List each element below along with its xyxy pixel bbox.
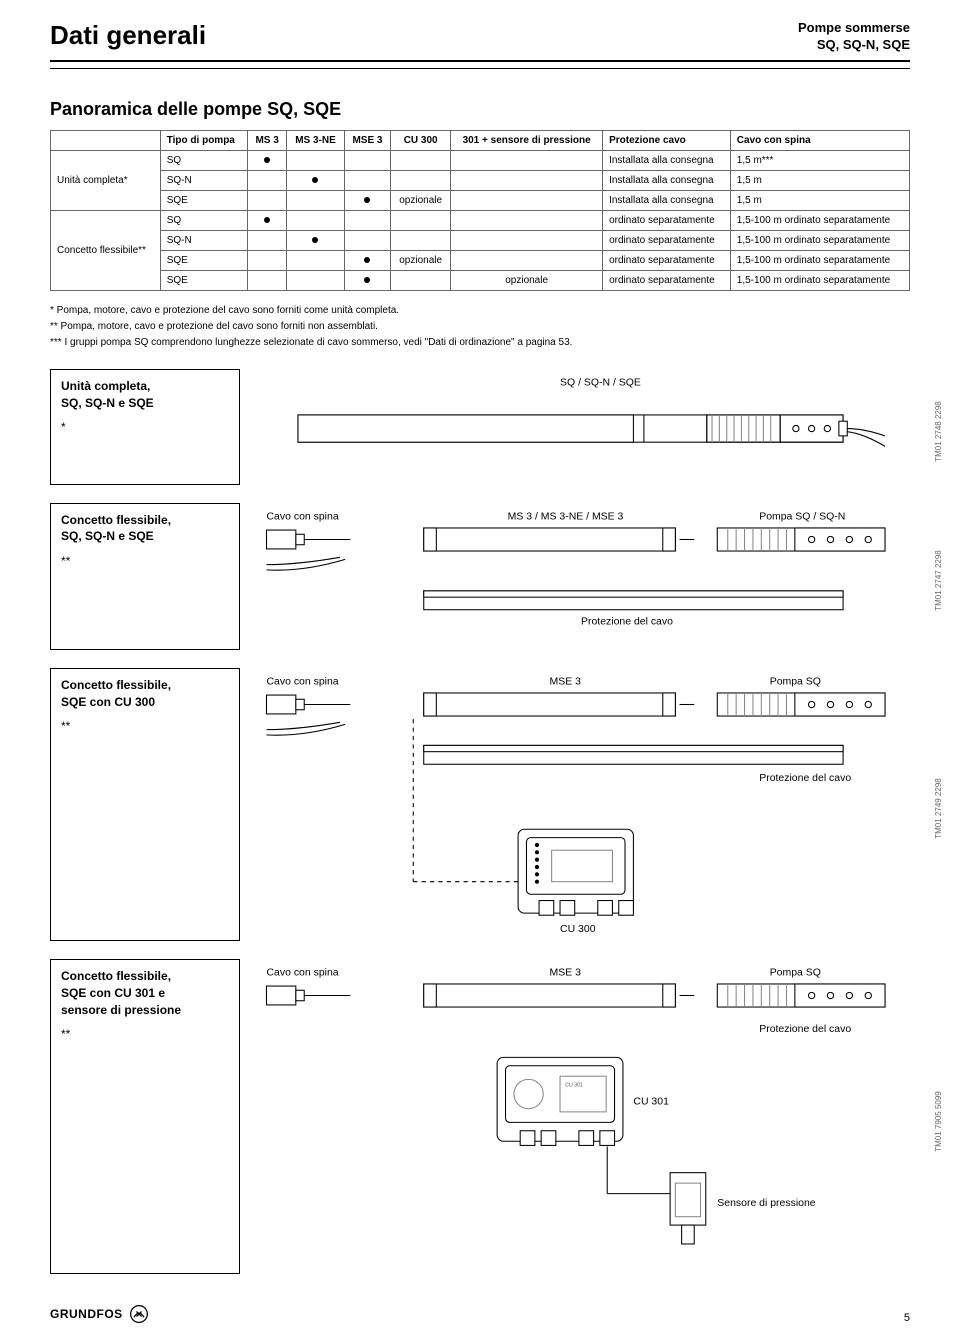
brand-text: GRUNDFOS xyxy=(50,1307,123,1321)
panel2: Concetto flessibile, SQ, SQ-N e SQE ** C… xyxy=(50,503,910,650)
brand: GRUNDFOS xyxy=(50,1304,149,1324)
panel1-code: TM01 2748 2298 xyxy=(934,401,943,462)
panel4-t2: SQE con CU 301 e xyxy=(61,985,229,1002)
header-right-line1: Pompe sommerse xyxy=(798,20,910,37)
section-title: Panoramica delle pompe SQ, SQE xyxy=(50,99,910,120)
panel2-cavo-label: Cavo con spina xyxy=(267,511,339,522)
panel1-t1: Unità completa, xyxy=(61,378,229,395)
panel3-diagram: Cavo con spina MSE 3 Pompa SQ xyxy=(256,672,906,934)
header-right: Pompe sommerse SQ, SQ-N, SQE xyxy=(798,20,910,54)
panel4-right: Cavo con spina MSE 3 Pompa SQ xyxy=(240,959,910,1274)
panel1-t2: SQ, SQ-N e SQE xyxy=(61,395,229,412)
panel1-diagram: SQ / SQ-N / SQE xyxy=(256,373,906,478)
brand-icon xyxy=(129,1304,149,1324)
panel3-t2: SQE con CU 300 xyxy=(61,694,229,711)
panel2-right: Cavo con spina MS 3 / MS 3-NE / MSE 3 Po… xyxy=(240,503,910,650)
col-prot: Protezione cavo xyxy=(603,130,731,150)
panel2-t2: SQ, SQ-N e SQE xyxy=(61,528,229,545)
panel4-pump-label: Pompa SQ xyxy=(770,968,821,979)
page-header: Dati generali Pompe sommerse SQ, SQ-N, S… xyxy=(50,20,910,54)
panel3-t1: Concetto flessibile, xyxy=(61,677,229,694)
panel4-motor-label: MSE 3 xyxy=(550,968,582,979)
panel4-cavo-label: Cavo con spina xyxy=(266,968,338,979)
panel3-prot-label: Protezione del cavo xyxy=(759,773,851,784)
panel2-t1: Concetto flessibile, xyxy=(61,512,229,529)
panel3-code: TM01 2749 2298 xyxy=(934,779,943,840)
panel4-t3: sensore di pressione xyxy=(61,1002,229,1019)
panel4: Concetto flessibile, SQE con CU 301 e se… xyxy=(50,959,910,1274)
col-blank xyxy=(51,130,161,150)
panel3-ast: ** xyxy=(61,718,229,735)
notes: * Pompa, motore, cavo e protezione del c… xyxy=(50,303,910,351)
panel4-t1: Concetto flessibile, xyxy=(61,968,229,985)
header-right-line2: SQ, SQ-N, SQE xyxy=(798,37,910,54)
panel2-diagram: Cavo con spina MS 3 / MS 3-NE / MSE 3 Po… xyxy=(256,507,906,643)
panel4-ast: ** xyxy=(61,1026,229,1043)
table-row: SQEopzionaleInstallata alla consegna1,5 … xyxy=(51,190,910,210)
page-footer: GRUNDFOS 5 xyxy=(50,1304,910,1324)
panel4-sensor-label: Sensore di pressione xyxy=(717,1198,816,1209)
table-row: Concetto flessibile**SQordinato separata… xyxy=(51,210,910,230)
panel1-left: Unità completa, SQ, SQ-N e SQE * xyxy=(50,369,240,485)
panel3-pump-label: Pompa SQ xyxy=(770,676,821,687)
panel3-motor-label: MSE 3 xyxy=(550,676,582,687)
panel4-diagram: Cavo con spina MSE 3 Pompa SQ xyxy=(256,963,906,1267)
col-ms3: MS 3 xyxy=(248,130,287,150)
panel1: Unità completa, SQ, SQ-N e SQE * SQ / SQ… xyxy=(50,369,910,485)
rule-thin xyxy=(50,68,910,69)
table-row: Unità completa*SQInstallata alla consegn… xyxy=(51,150,910,170)
table-row: SQEopzionaleordinato separatamente1,5-10… xyxy=(51,250,910,270)
panel2-motor-label: MS 3 / MS 3-NE / MSE 3 xyxy=(508,511,624,522)
panel2-ast: ** xyxy=(61,553,229,570)
svg-text:CU 301: CU 301 xyxy=(565,1083,583,1089)
panel2-pump-label: Pompa SQ / SQ-N xyxy=(759,511,845,522)
panel3: Concetto flessibile, SQE con CU 300 ** C… xyxy=(50,668,910,941)
note3: *** I gruppi pompa SQ comprendono lunghe… xyxy=(50,335,910,351)
page-title: Dati generali xyxy=(50,20,206,51)
note1: * Pompa, motore, cavo e protezione del c… xyxy=(50,303,910,319)
table-row: SQEopzionaleordinato separatamente1,5-10… xyxy=(51,270,910,290)
col-cavo: Cavo con spina xyxy=(730,130,909,150)
panel4-code: TM01 7905 5099 xyxy=(934,1091,943,1152)
overview-table: Tipo di pompa MS 3 MS 3-NE MSE 3 CU 300 … xyxy=(50,130,910,291)
panel3-left: Concetto flessibile, SQE con CU 300 ** xyxy=(50,668,240,941)
panel2-left: Concetto flessibile, SQ, SQ-N e SQE ** xyxy=(50,503,240,650)
table-row: SQ-Nordinato separatamente1,5-100 m ordi… xyxy=(51,230,910,250)
col-ms3ne: MS 3-NE xyxy=(287,130,345,150)
panel3-right: Cavo con spina MSE 3 Pompa SQ xyxy=(240,668,910,941)
panel4-prot-label: Protezione del cavo xyxy=(759,1024,851,1035)
col-cu300: CU 300 xyxy=(391,130,451,150)
col-tipo: Tipo di pompa xyxy=(160,130,247,150)
panel3-cu-label: CU 300 xyxy=(560,924,596,934)
col-mse3: MSE 3 xyxy=(344,130,390,150)
panel1-label: SQ / SQ-N / SQE xyxy=(560,377,641,388)
rule-thick xyxy=(50,60,910,62)
panel1-ast: * xyxy=(61,419,229,436)
panel4-cu-label: CU 301 xyxy=(633,1097,669,1108)
col-301: 301 + sensore di pressione xyxy=(451,130,603,150)
table-row: SQ-NInstallata alla consegna1,5 m xyxy=(51,170,910,190)
page-number: 5 xyxy=(904,1312,910,1324)
note2: ** Pompa, motore, cavo e protezione del … xyxy=(50,319,910,335)
panel4-left: Concetto flessibile, SQE con CU 301 e se… xyxy=(50,959,240,1274)
panel3-cavo-label: Cavo con spina xyxy=(266,676,338,687)
panel2-prot-label: Protezione del cavo xyxy=(581,616,673,627)
panel1-right: SQ / SQ-N / SQE TM01 2748 2298 xyxy=(240,369,910,485)
panel2-code: TM01 2747 2298 xyxy=(934,551,943,612)
